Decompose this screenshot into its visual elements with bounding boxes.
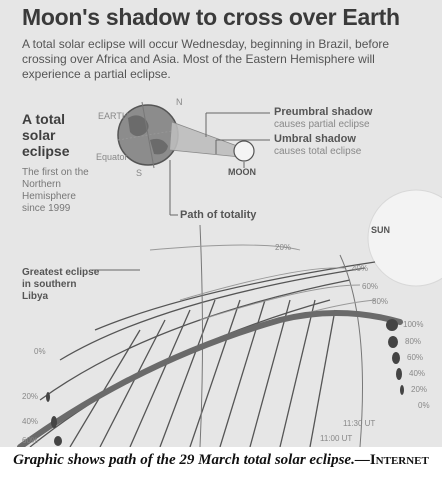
totality-path xyxy=(17,310,403,447)
time-label: 11:00 UT xyxy=(320,434,353,443)
right-scale-label: 20% xyxy=(411,385,428,394)
sidebar-text: The first on the Northern Hemisphere sin… xyxy=(22,167,89,214)
right-scale-label: 0% xyxy=(418,401,430,410)
left-scale-label: 40% xyxy=(22,417,39,426)
greatest-eclipse-label: Greatest eclipse in southern Libya xyxy=(22,267,100,302)
time-label: 11:30 UT xyxy=(343,419,376,428)
sun-graphic xyxy=(367,189,442,287)
path-of-totality-label: Path of totality xyxy=(180,209,257,221)
right-scale-label: 100% xyxy=(403,320,424,329)
umbral-subtitle: causes total eclipse xyxy=(274,146,362,157)
arc-label: 20% xyxy=(275,243,292,252)
left-scale-label: 60% xyxy=(22,436,39,445)
percent-arcs xyxy=(149,244,376,341)
left-scale-label: 20% xyxy=(22,392,39,401)
phase-scale-right xyxy=(386,319,404,395)
earth-label: EARTH xyxy=(98,111,129,121)
preumbral-title: Preumbral shadow xyxy=(274,106,373,118)
sun-label: SUN xyxy=(371,225,391,235)
shadow-cone xyxy=(170,122,240,157)
phase-scale-left xyxy=(46,392,62,446)
moon-graphic xyxy=(233,140,255,162)
headline: Moon's shadow to cross over Earth xyxy=(22,4,400,30)
preumbral-subtitle: causes partial eclipse xyxy=(274,119,370,130)
intro-text: A total solar eclipse will occur Wednesd… xyxy=(22,37,390,81)
right-scale-label: 80% xyxy=(405,337,422,346)
caption-text: Graphic shows path of the 29 March total… xyxy=(13,452,370,468)
arc-label: 40% xyxy=(352,264,369,273)
figure-caption: Graphic shows path of the 29 March total… xyxy=(0,451,442,469)
north-label: N xyxy=(176,97,183,107)
south-label: S xyxy=(136,168,143,178)
right-scale-label: 60% xyxy=(407,353,424,362)
moon-label: MOON xyxy=(228,167,256,177)
infographic-artwork xyxy=(17,101,442,447)
caption-credit: Internet xyxy=(369,452,429,468)
arc-label: 60% xyxy=(362,282,379,291)
umbral-title: Umbral shadow xyxy=(274,133,356,145)
sidebar-title: A total solar eclipse xyxy=(22,111,70,159)
right-scale-label: 40% xyxy=(409,369,426,378)
arc-label: 80% xyxy=(372,297,389,306)
left-scale-label: 0% xyxy=(34,347,46,356)
equator-label: Equator xyxy=(96,152,128,162)
eclipse-infographic: Moon's shadow to cross over Earth A tota… xyxy=(0,0,442,447)
